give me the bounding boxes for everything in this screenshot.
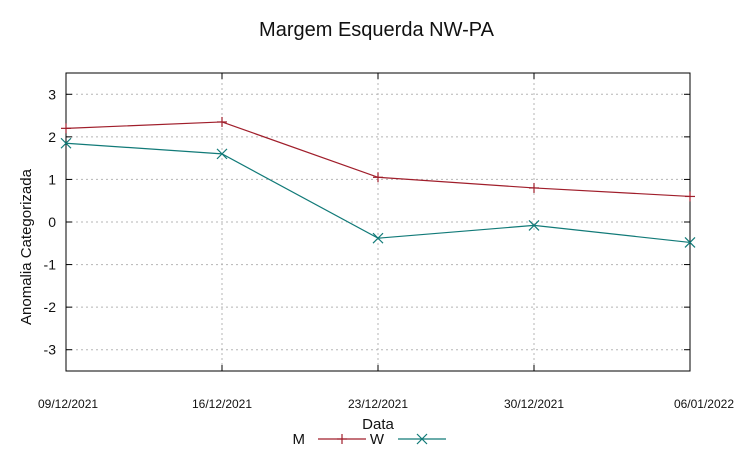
axis-layer: -3 -2 -1 0 1 2 3 09/12/2021 16/12/2021 23/12/2021… (38, 73, 734, 411)
y-tick-label: 2 (48, 129, 56, 145)
x-tick-label: 06/01/2022 (674, 397, 734, 411)
data-point-m (217, 116, 227, 127)
y-tick-label: -1 (44, 257, 57, 273)
series-m (61, 116, 695, 202)
y-tick-label: 0 (48, 214, 56, 230)
y-tick-label: 3 (48, 86, 56, 102)
legend-item-w: W (370, 431, 446, 448)
x-tick-label: 23/12/2021 (348, 397, 408, 411)
data-point-m (373, 172, 383, 183)
legend-label: W (370, 431, 385, 448)
data-point-w (528, 219, 540, 231)
data-point-w (60, 137, 72, 149)
chart-title: Margem Esquerda NW-PA (259, 19, 495, 41)
y-tick-label: -2 (44, 299, 57, 315)
legend-label: M (293, 431, 306, 448)
x-tick-label: 16/12/2021 (192, 397, 252, 411)
series-layer (60, 116, 696, 248)
legend-item-m: M (293, 431, 366, 448)
y-tick-label: -3 (44, 342, 57, 358)
data-point-m (685, 191, 695, 202)
legend-marker (416, 433, 428, 445)
data-point-w (216, 148, 228, 160)
x-axis-label: Data (362, 416, 394, 433)
data-point-m (529, 182, 539, 193)
x-tick-label: 09/12/2021 (38, 397, 98, 411)
y-tick-label: 1 (48, 171, 56, 187)
data-point-w (372, 232, 384, 244)
x-tick-label: 30/12/2021 (504, 397, 564, 411)
legend-marker (337, 434, 347, 444)
data-point-m (61, 123, 71, 134)
grid-layer (66, 73, 690, 371)
data-point-w (684, 237, 696, 248)
series-w (60, 137, 696, 248)
y-axis-label: Anomalia Categorizada (18, 168, 35, 325)
